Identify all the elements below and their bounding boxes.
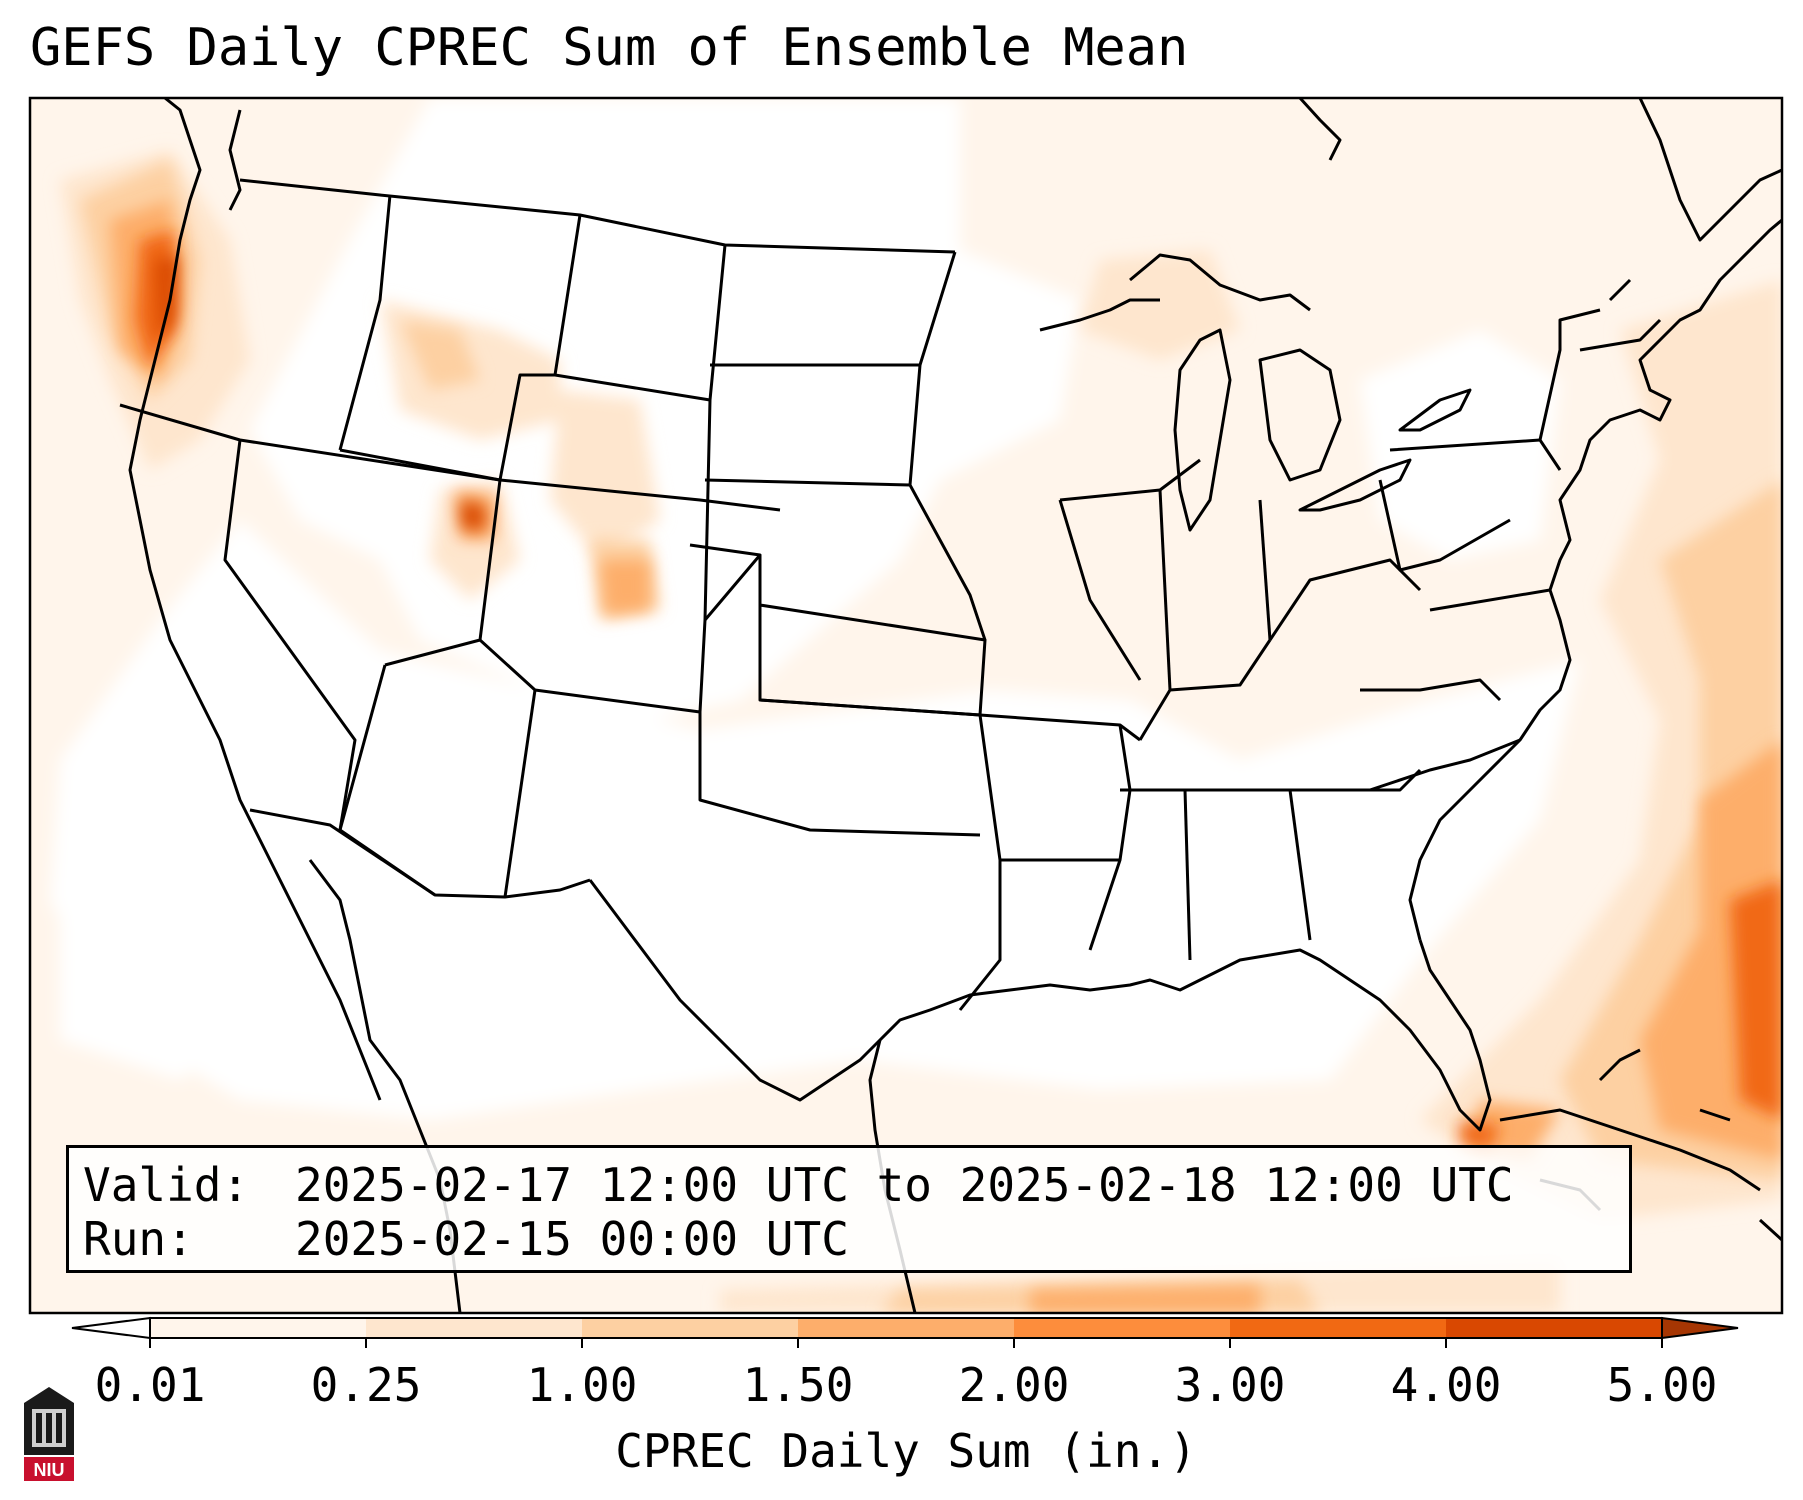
colorbar-tick-label: 2.00 bbox=[958, 1358, 1070, 1412]
colorbar-tick-label: 1.50 bbox=[742, 1358, 854, 1412]
run-line: Run: 2025-02-15 00:00 UTC bbox=[83, 1216, 849, 1262]
valid-value: 2025-02-17 12:00 UTC to 2025-02-18 12:00… bbox=[295, 1158, 1514, 1212]
colorbar-tick-label: 4.00 bbox=[1390, 1358, 1502, 1412]
run-label: Run: bbox=[83, 1212, 194, 1266]
precip-field bbox=[30, 98, 1782, 1313]
niu-logo: NIU bbox=[24, 1387, 74, 1481]
colorbar-tick-label: 3.00 bbox=[1174, 1358, 1286, 1412]
colorbar-title: CPREC Daily Sum (in.) bbox=[615, 1424, 1197, 1478]
colorbar-tick-label: 0.25 bbox=[310, 1358, 422, 1412]
colorbar-tick-label: 5.00 bbox=[1606, 1358, 1718, 1412]
valid-info-box: Valid: 2025-02-17 12:00 UTC to 2025-02-18… bbox=[66, 1145, 1632, 1273]
valid-line: Valid: 2025-02-17 12:00 UTC to 2025-02-18… bbox=[83, 1162, 1514, 1208]
map-frame bbox=[28, 96, 1784, 1315]
map-title: GEFS Daily CPREC Sum of Ensemble Mean bbox=[30, 18, 1189, 78]
state-borders bbox=[119, 178, 1662, 1011]
valid-label: Valid: bbox=[83, 1158, 250, 1212]
run-value: 2025-02-15 00:00 UTC bbox=[295, 1212, 849, 1266]
svg-text:NIU: NIU bbox=[34, 1460, 65, 1480]
colorbar-tick-label: 1.00 bbox=[526, 1358, 638, 1412]
colorbar-tick-label: 0.01 bbox=[94, 1358, 206, 1412]
